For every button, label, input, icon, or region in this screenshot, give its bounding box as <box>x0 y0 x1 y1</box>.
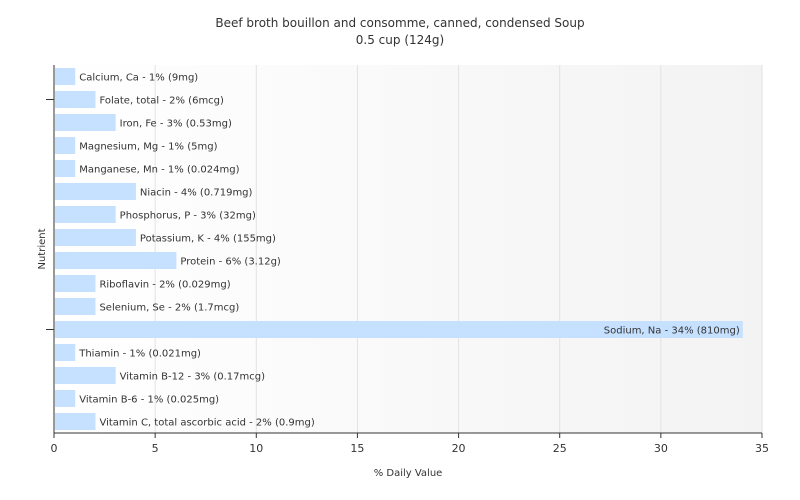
x-tick-label: 10 <box>249 442 263 455</box>
bar <box>55 183 136 200</box>
bar-label: Potassium, K - 4% (155mg) <box>140 234 276 245</box>
bar-label: Vitamin C, total ascorbic acid - 2% (0.9… <box>99 418 314 429</box>
bar <box>55 114 116 131</box>
bar <box>55 91 96 108</box>
bar-label: Iron, Fe - 3% (0.53mg) <box>120 119 232 130</box>
x-tick-labels: 0 5 10 15 20 25 30 35 <box>51 442 770 455</box>
bar-label: Folate, total - 2% (6mcg) <box>99 96 224 107</box>
x-tick-label: 20 <box>452 442 466 455</box>
chart-subtitle: 0.5 cup (124g) <box>356 33 444 47</box>
bar-label: Selenium, Se - 2% (1.7mcg) <box>99 303 239 314</box>
x-tick-label: 25 <box>553 442 567 455</box>
axes <box>46 65 763 438</box>
plot-area <box>54 65 762 433</box>
bar-label: Sodium, Na - 34% (810mg) <box>604 326 740 337</box>
x-tick-label: 0 <box>51 442 58 455</box>
bar-label: Manganese, Mn - 1% (0.024mg) <box>79 165 239 176</box>
bar <box>55 321 743 338</box>
bars-group <box>55 68 743 430</box>
bar-label: Thiamin - 1% (0.021mg) <box>78 349 201 360</box>
chart-title: Beef broth bouillon and consomme, canned… <box>215 16 584 30</box>
bar <box>55 160 76 177</box>
bar-label: Phosphorus, P - 3% (32mg) <box>120 211 256 222</box>
y-axis-title: Nutrient <box>37 228 48 269</box>
bar <box>55 298 96 315</box>
x-tick-label: 35 <box>755 442 769 455</box>
bar <box>55 252 177 269</box>
bar-label: Riboflavin - 2% (0.029mg) <box>99 280 230 291</box>
bar-label: Protein - 6% (3.12g) <box>180 257 281 268</box>
x-tick-label: 5 <box>152 442 159 455</box>
bar-label: Calcium, Ca - 1% (9mg) <box>79 73 198 84</box>
bar-label: Niacin - 4% (0.719mg) <box>140 188 253 199</box>
bar-label: Vitamin B-6 - 1% (0.025mg) <box>79 395 219 406</box>
bar <box>55 344 76 361</box>
bar <box>55 68 76 85</box>
bar-labels-group: Calcium, Ca - 1% (9mg) Folate, total - 2%… <box>78 73 740 429</box>
bar <box>55 413 96 430</box>
x-tick-label: 30 <box>654 442 668 455</box>
x-axis-title: % Daily Value <box>374 468 443 479</box>
bar <box>55 229 136 246</box>
bar <box>55 390 76 407</box>
bar-label: Magnesium, Mg - 1% (5mg) <box>79 142 217 153</box>
x-tick-label: 15 <box>350 442 364 455</box>
bar <box>55 137 76 154</box>
bar <box>55 367 116 384</box>
bar <box>55 275 96 292</box>
grid-lines <box>154 65 763 433</box>
bar-label: Vitamin B-12 - 3% (0.17mcg) <box>120 372 265 383</box>
bar <box>55 206 116 223</box>
